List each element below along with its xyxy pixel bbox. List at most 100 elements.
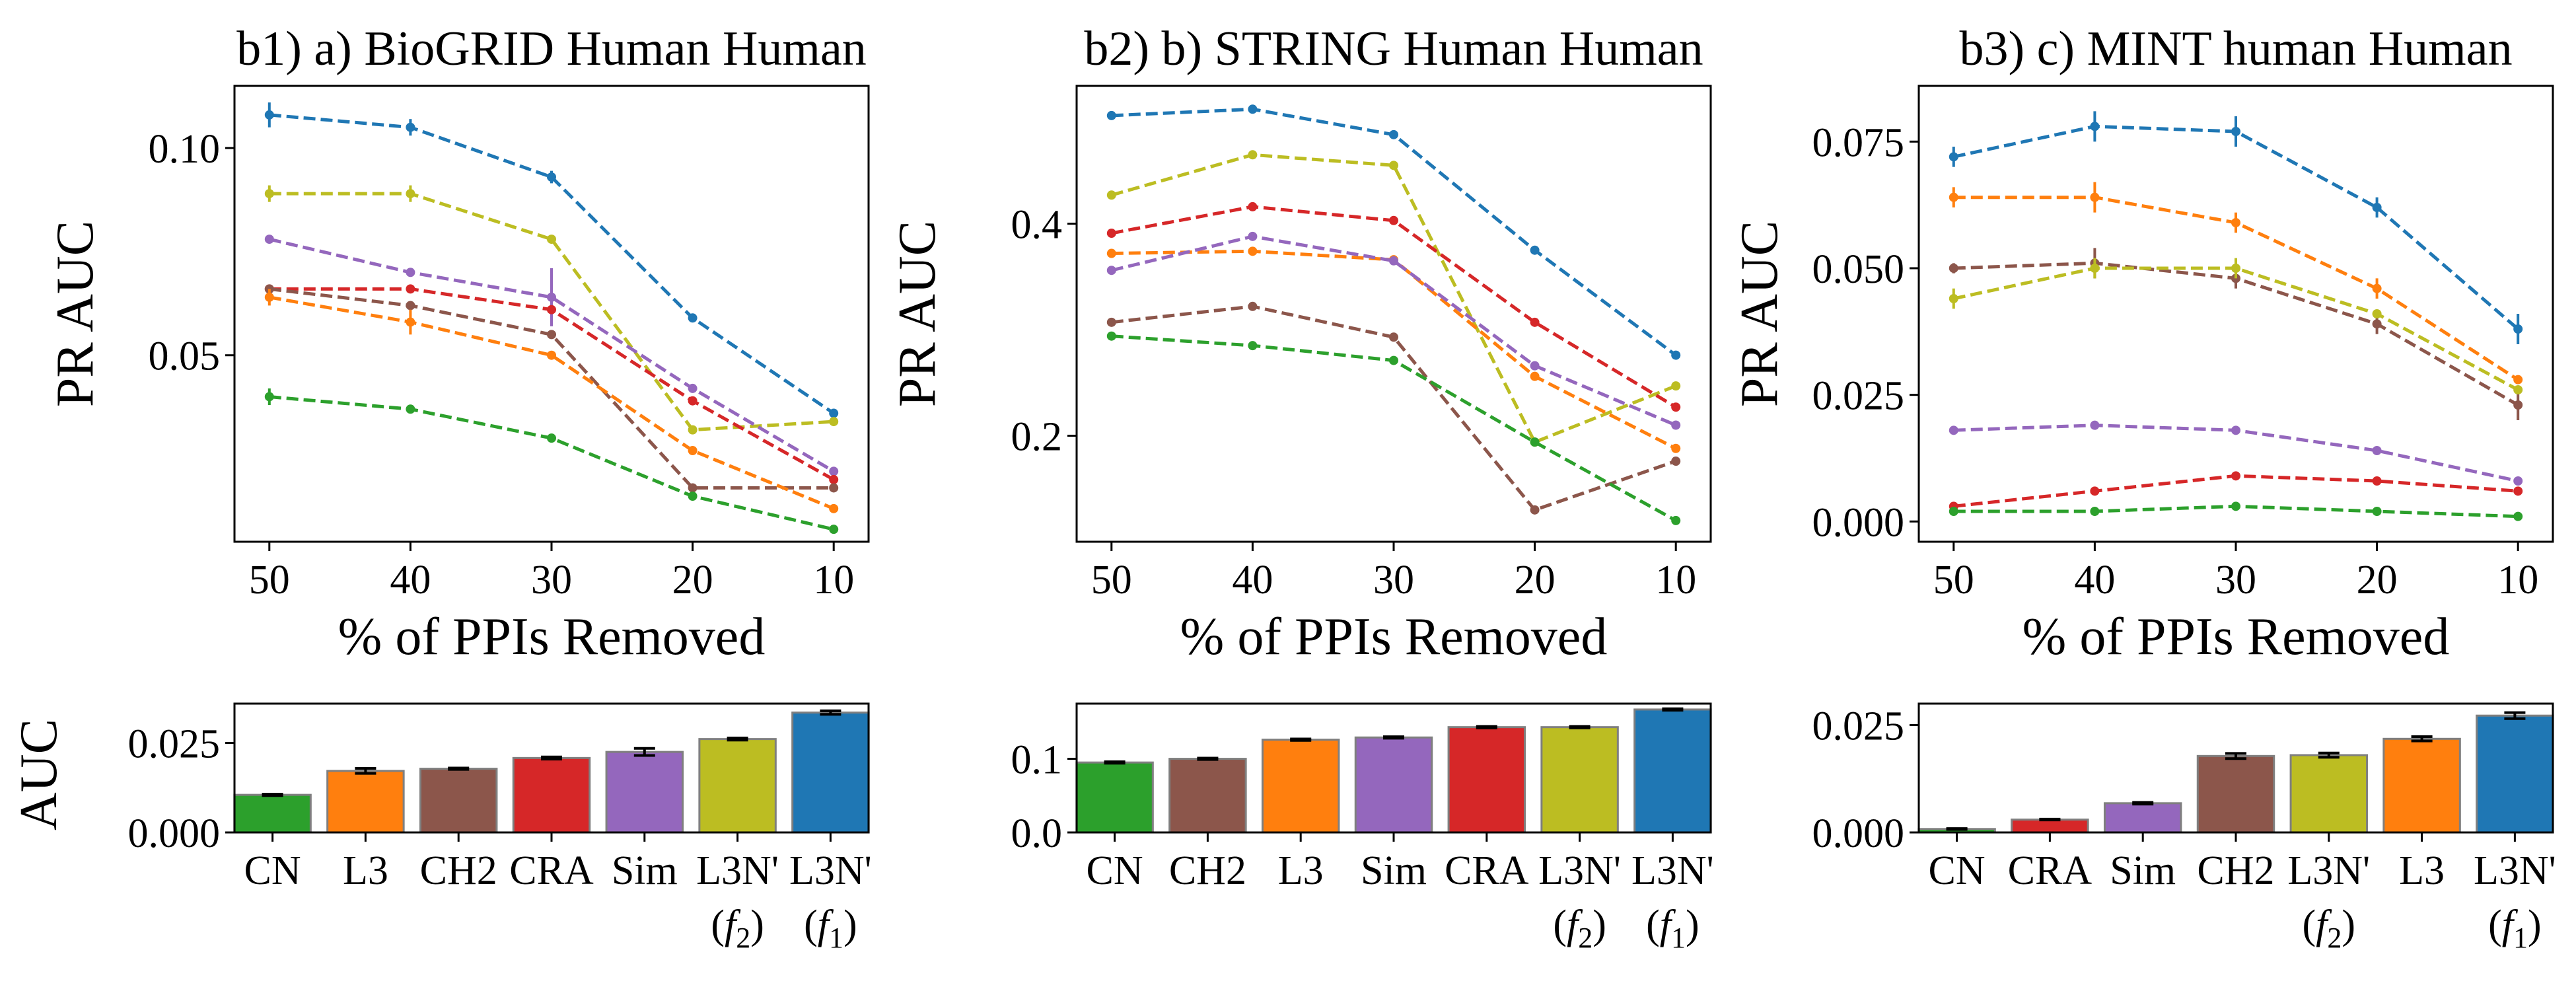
- line-chart-b1: 0.05 0.10 50 40 30 20 10 b1) a) BioGRID Human H…: [46, 22, 870, 666]
- bar: [2103, 802, 2182, 834]
- bar-L3N': [2289, 751, 2369, 834]
- data-point: [1389, 161, 1398, 170]
- data-point: [2372, 446, 2382, 455]
- bar: [2011, 819, 2089, 834]
- data-point: [406, 284, 415, 294]
- data-point: [1530, 361, 1540, 371]
- data-point: [2372, 476, 2382, 486]
- bar: [1633, 708, 1712, 834]
- bar: [2196, 754, 2275, 834]
- y-tick-label: 0.075: [1812, 120, 1905, 165]
- bar-label: Sim: [612, 848, 678, 893]
- data-point: [2372, 203, 2382, 212]
- bar-label: CH2: [2197, 848, 2274, 893]
- data-point: [1248, 150, 1258, 160]
- y-tick-label: 0.1: [1011, 738, 1063, 783]
- series-Sim: [1106, 231, 1681, 430]
- data-point: [1949, 192, 1958, 202]
- y-axis-label: AUC: [10, 719, 68, 830]
- bar-CN: [1075, 760, 1154, 834]
- x-tick-label: 30: [531, 558, 572, 603]
- x-axis-label: % of PPIs Removed: [2022, 608, 2450, 666]
- series-line: [269, 237, 835, 473]
- x-tick-label: 40: [2074, 558, 2115, 603]
- data-point: [2231, 501, 2240, 511]
- data-point: [547, 292, 556, 302]
- data-point: [1389, 129, 1398, 139]
- data-point: [547, 172, 556, 182]
- bar-chart-b2_bar: CN CH2 L3 Sim CRA L3N'(f2)L3N'(f1)0.00.1: [1011, 702, 1714, 954]
- bar: [698, 738, 777, 834]
- bar-label: CN: [1087, 848, 1143, 893]
- data-point: [688, 492, 698, 501]
- data-point: [829, 408, 839, 418]
- data-point: [1530, 437, 1540, 447]
- y-tick-label: 0.025: [128, 722, 221, 767]
- x-tick-label: 50: [1091, 558, 1132, 603]
- data-point: [2372, 507, 2382, 516]
- series-line: [269, 113, 835, 415]
- data-point: [2090, 122, 2100, 131]
- series-CN: [264, 388, 839, 534]
- data-point: [2513, 476, 2523, 486]
- bar-label: L3N': [2287, 848, 2370, 893]
- y-tick-label: 0.025: [1812, 374, 1905, 419]
- bar-CRA: [1447, 725, 1526, 834]
- data-point: [1671, 443, 1681, 453]
- line-chart-b2: 0.2 0.4 50 40 30 20 10 b2) b) STRING Human Huma…: [888, 22, 1712, 666]
- y-tick-label: 0.050: [1812, 247, 1905, 292]
- data-point: [547, 433, 556, 443]
- x-tick-label: 40: [390, 558, 431, 603]
- data-point: [2231, 127, 2240, 136]
- bar-label-subscript: (f1): [1646, 902, 1699, 954]
- data-point: [1389, 215, 1398, 225]
- data-point: [1530, 371, 1540, 381]
- data-point: [2513, 375, 2523, 385]
- series-L3N_f2: [1949, 258, 2523, 394]
- data-point: [547, 305, 556, 314]
- bar: [1354, 736, 1433, 834]
- bar-label: CH2: [420, 848, 497, 893]
- data-point: [2090, 264, 2100, 273]
- data-point: [1106, 317, 1116, 327]
- data-point: [1106, 229, 1116, 239]
- y-tick-label: 0.000: [1812, 811, 1905, 856]
- bar-CH2: [1168, 756, 1247, 834]
- bar-CN: [233, 793, 312, 834]
- x-tick-label: 20: [2357, 558, 2398, 603]
- series-Sim: [1949, 420, 2523, 486]
- data-point: [1389, 256, 1398, 266]
- data-point: [1530, 317, 1540, 327]
- data-point: [2090, 420, 2100, 430]
- data-point: [1106, 331, 1116, 341]
- data-point: [264, 110, 274, 120]
- series-L3: [264, 289, 839, 513]
- data-point: [688, 483, 698, 493]
- bar-L3: [326, 767, 405, 834]
- data-point: [406, 189, 415, 199]
- data-point: [2513, 324, 2523, 334]
- bar-L3N': [2476, 711, 2554, 834]
- bar-label: Sim: [2110, 848, 2176, 893]
- data-point: [1248, 202, 1258, 211]
- data-point: [2513, 385, 2523, 394]
- data-point: [2090, 486, 2100, 496]
- data-point: [547, 330, 556, 340]
- y-tick-label: 0.2: [1011, 415, 1063, 460]
- y-tick-label: 0.05: [149, 334, 221, 379]
- data-point: [829, 466, 839, 476]
- data-point: [2090, 507, 2100, 516]
- data-point: [829, 417, 839, 427]
- data-point: [688, 446, 698, 455]
- x-tick-label: 50: [1933, 558, 1974, 603]
- bar: [605, 751, 684, 834]
- x-tick-label: 30: [2215, 558, 2256, 603]
- series-line: [269, 295, 835, 511]
- bar-label-subscript: (f1): [804, 902, 857, 954]
- y-tick-label: 0.000: [1812, 500, 1905, 545]
- series-line: [1111, 235, 1677, 427]
- bar: [2382, 737, 2461, 834]
- bar-CRA: [512, 755, 591, 834]
- bar-label-subscript: (f2): [2303, 902, 2356, 954]
